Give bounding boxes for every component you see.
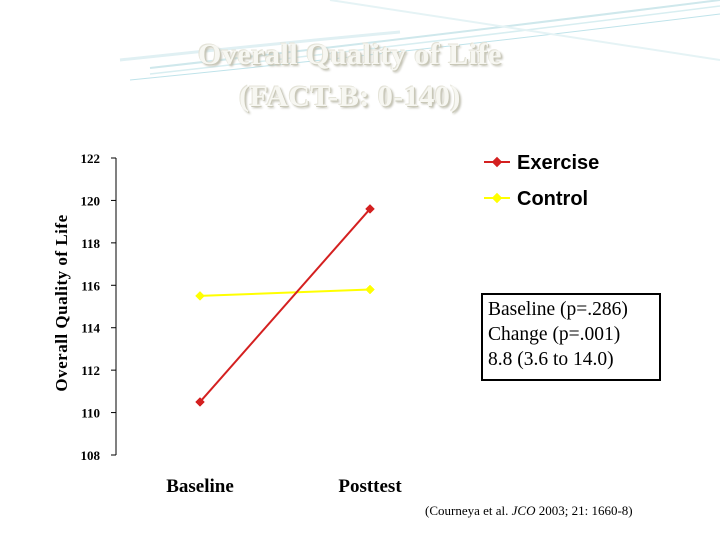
y-tick-label: 112 xyxy=(81,363,100,378)
y-tick-label: 120 xyxy=(81,193,101,208)
citation: (Courneya et al. JCO 2003; 21: 1660-8) xyxy=(425,503,633,519)
series-line-exercise xyxy=(199,208,371,403)
y-tick-label: 114 xyxy=(81,321,100,336)
x-tick-label: Posttest xyxy=(338,476,402,497)
citation-suffix: 2003; 21: 1660-8) xyxy=(535,503,633,518)
legend-marker-exercise xyxy=(491,156,503,168)
y-tick-label: 110 xyxy=(81,406,100,421)
statistics-annotation-box: Baseline (p=.286) Change (p=.001) 8.8 (3… xyxy=(481,293,661,381)
chart-series xyxy=(195,204,375,407)
data-point-exercise xyxy=(195,397,205,407)
data-point-control xyxy=(195,291,205,301)
annotation-difference-ci: 8.8 (3.6 to 14.0) xyxy=(488,349,614,370)
chart-legend: Exercise Control xyxy=(484,152,599,210)
y-tick-label: 118 xyxy=(81,236,100,251)
data-point-control xyxy=(365,284,375,295)
y-tick-label: 108 xyxy=(81,448,101,463)
annotation-change-p: Change (p=.001) xyxy=(488,324,621,345)
legend-label-exercise: Exercise xyxy=(517,152,599,174)
legend-label-control: Control xyxy=(517,188,588,210)
annotation-baseline-p: Baseline (p=.286) xyxy=(488,299,628,320)
series-line-control xyxy=(199,288,371,297)
citation-prefix: (Courneya et al. xyxy=(425,503,512,518)
decorative-header-swoosh xyxy=(119,0,720,81)
citation-journal: JCO xyxy=(511,503,536,518)
chart-axes: 108 110 112 114 116 118 120 122 Baseline Posttest… xyxy=(52,151,402,497)
x-tick-label: Baseline xyxy=(166,476,234,497)
slide-title-line-2: (FACT-B: 0-140) xyxy=(239,80,461,113)
y-tick-label: 122 xyxy=(81,151,101,166)
y-tick-label: 116 xyxy=(81,278,100,293)
slide-title-line-1: Overall Quality of Life xyxy=(198,38,502,71)
y-axis-label: Overall Quality of Life xyxy=(52,214,71,391)
data-point-exercise xyxy=(365,204,375,214)
legend-marker-control xyxy=(491,192,503,204)
